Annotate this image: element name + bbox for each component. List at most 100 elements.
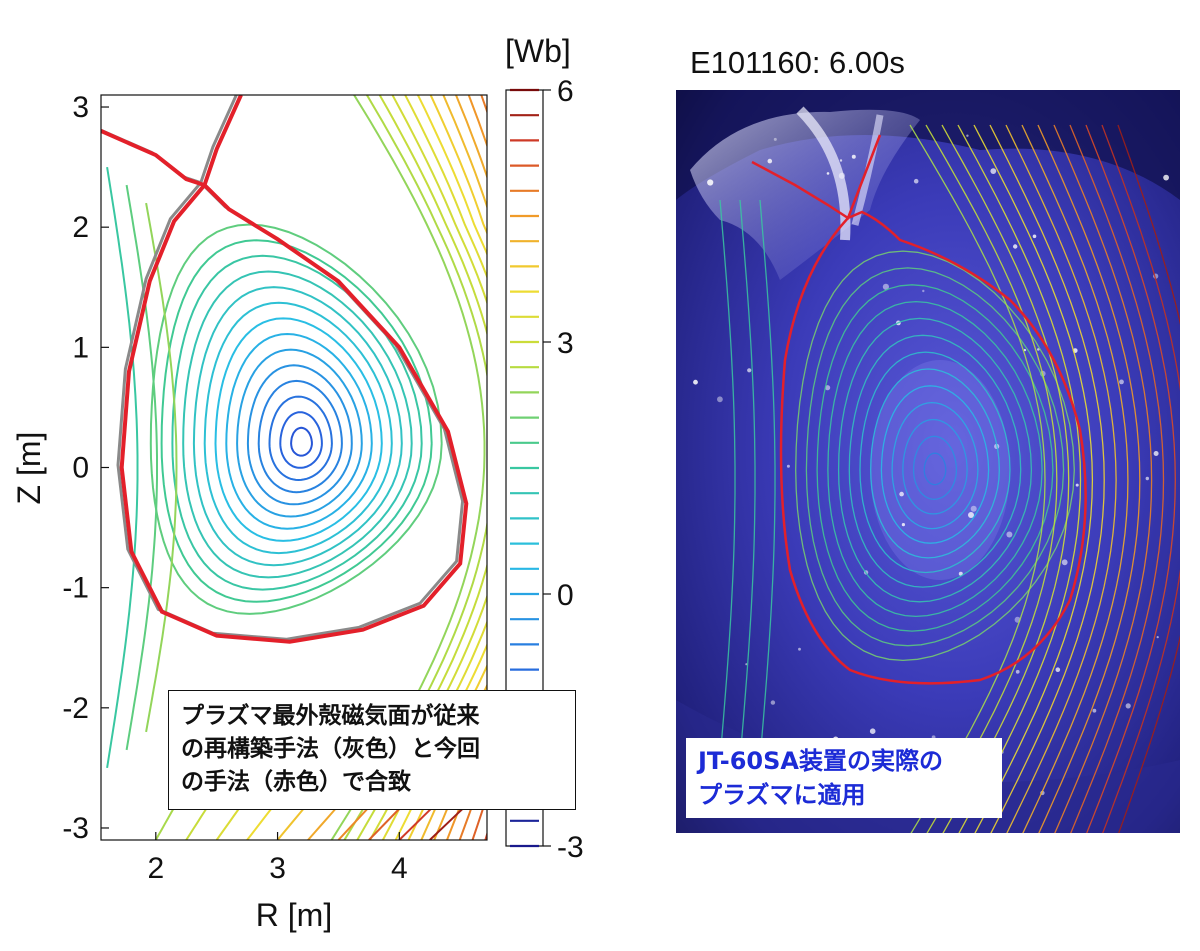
photo-speckle [970, 505, 977, 512]
photo-speckle [968, 512, 974, 518]
closed-flux-surface [149, 223, 443, 615]
photo-speckle [770, 700, 776, 705]
photo-open-line [973, 124, 1094, 833]
closed-flux-surface [192, 286, 403, 567]
photo-open-line [759, 199, 776, 761]
photo-contour-line [923, 452, 947, 486]
x-tick-label: 2 [147, 852, 164, 885]
closed-flux-surface [257, 379, 343, 494]
photo-speckle [966, 134, 969, 137]
conventional-divertor-leg [199, 95, 238, 184]
photo-open-line [1069, 124, 1165, 833]
photo-open-line [941, 124, 1070, 833]
photo-speckle [1055, 667, 1061, 672]
open-flux-line [145, 202, 178, 733]
reconstructed-boundary [119, 183, 469, 644]
photo-contour-line [902, 418, 968, 515]
photo-speckle [747, 368, 752, 373]
y-tick-label: 0 [72, 452, 89, 485]
photo-open-line [1021, 124, 1129, 833]
x-tick-label: 3 [269, 852, 286, 885]
photo-speckle [1013, 244, 1018, 249]
photo-speckle [1092, 708, 1097, 713]
photo-speckle [786, 464, 790, 468]
photo-plasma-boundary [751, 134, 1087, 685]
photo-contour-line [870, 368, 1000, 559]
photo-speckle [1163, 174, 1169, 181]
photo-speckle [1119, 379, 1124, 385]
photo-speckle [882, 283, 890, 290]
y-tick-label: -3 [62, 812, 89, 845]
colorbar-unit-label: [Wb] [505, 33, 571, 69]
photo-speckle [901, 523, 906, 527]
photo-speckle [869, 728, 876, 734]
photo-open-line [1101, 124, 1180, 833]
closed-flux-surface [268, 395, 333, 482]
photo-open-line [1085, 124, 1176, 833]
plasma-core-glow [870, 360, 1010, 580]
photo-contour-line [891, 401, 979, 530]
closed-flux-surface [171, 254, 423, 591]
photo-open-line [989, 124, 1105, 833]
closed-flux-surface [246, 364, 353, 506]
photo-contour-line [816, 284, 1054, 632]
application-note: JT-60SA装置の実際の プラズマに適用 [686, 738, 1002, 818]
photo-contour-line [912, 435, 958, 500]
photo-open-line [739, 199, 756, 761]
photo-speckle [717, 396, 723, 403]
photo-speckle [922, 289, 925, 293]
photo-speckle [1145, 476, 1150, 481]
photo-contour-line [837, 317, 1033, 603]
photo-speckle [773, 137, 777, 141]
y-tick-label: 3 [72, 91, 89, 124]
closed-flux-surface [203, 301, 393, 555]
closed-flux-surface [214, 317, 383, 542]
photo-speckle [1153, 451, 1159, 456]
plasma-photo: E101160: 6.00s [676, 45, 1180, 833]
photo-open-line [957, 124, 1082, 833]
photo-speckle [958, 571, 963, 576]
y-tick-label: 2 [72, 211, 89, 244]
closed-flux-surface [236, 348, 363, 518]
x-axis: 2 3 4 [147, 832, 408, 885]
colorbar-tick-label: 3 [557, 327, 574, 360]
photo-contour-overlay [719, 124, 1180, 833]
photo-speckle [798, 647, 801, 651]
photo-speckle [1032, 234, 1037, 239]
photo-speckle [990, 168, 997, 175]
photo-open-line [909, 124, 1046, 833]
photo-speckle [826, 172, 830, 175]
photo-contour-line [805, 267, 1065, 647]
photo-speckle [1125, 703, 1131, 709]
photo-speckle [1061, 559, 1068, 566]
open-flux-line [106, 166, 139, 769]
open-flux-line [429, 784, 487, 840]
photo-contour-line [827, 300, 1043, 618]
photo-open-line [925, 124, 1058, 833]
closed-flux-surface [290, 426, 313, 457]
note-line-1: プラズマ最外殻磁気面が従来 [181, 703, 480, 729]
reconstruction-note: プラズマ最外殻磁気面が従来 の再構築手法（灰色）と今回 の手法（赤色）で合致 [168, 690, 576, 810]
photo-speckle [851, 154, 856, 159]
photo-speckle [1156, 636, 1159, 639]
application-line-2: プラズマに適用 [698, 781, 866, 809]
y-tick-label: -2 [62, 692, 89, 725]
photo-speckle [839, 159, 843, 162]
photo-speckle [707, 179, 714, 186]
colorbar-tick-label: 0 [557, 579, 574, 612]
photo-contour-line [859, 351, 1011, 574]
photo-speckle [693, 379, 698, 385]
y-axis: 3 2 1 0 -1 -2 -3 [62, 91, 109, 845]
photo-open-line [719, 199, 736, 761]
x-axis-label: R [m] [256, 897, 332, 933]
photo-speckle [1006, 531, 1013, 538]
open-flux-line [125, 184, 158, 751]
photo-speckle [1037, 348, 1040, 351]
x-tick-label: 4 [391, 852, 408, 885]
photo-speckle [1075, 483, 1079, 487]
photo-speckle [825, 385, 831, 391]
photo-open-line [1117, 124, 1180, 833]
closed-flux-surface [225, 332, 373, 530]
colorbar-ticks: 6 3 0 -3 [543, 75, 584, 864]
